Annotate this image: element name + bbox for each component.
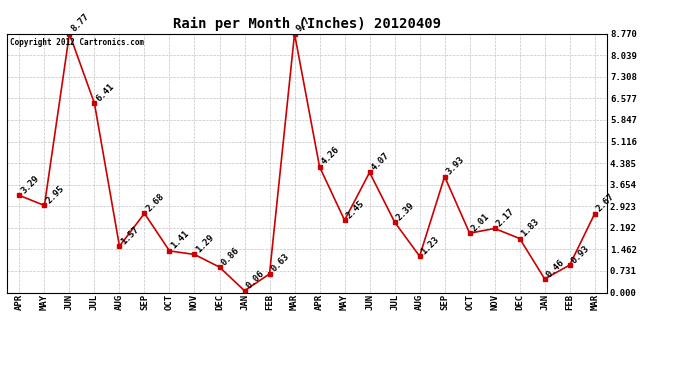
Text: 0.86: 0.86 xyxy=(219,246,241,267)
Text: 9.7: 9.7 xyxy=(295,16,313,34)
Text: 2.17: 2.17 xyxy=(495,207,516,228)
Text: 1.57: 1.57 xyxy=(119,225,141,246)
Text: 0.93: 0.93 xyxy=(570,243,591,265)
Text: 0.63: 0.63 xyxy=(270,252,291,274)
Text: 2.67: 2.67 xyxy=(595,192,616,214)
Text: 2.95: 2.95 xyxy=(44,184,66,206)
Text: 1.41: 1.41 xyxy=(170,230,191,251)
Title: Rain per Month (Inches) 20120409: Rain per Month (Inches) 20120409 xyxy=(173,17,441,31)
Text: 8.77: 8.77 xyxy=(70,12,91,34)
Text: 1.23: 1.23 xyxy=(420,235,441,256)
Text: 2.68: 2.68 xyxy=(144,192,166,213)
Text: 1.29: 1.29 xyxy=(195,233,216,255)
Text: 3.93: 3.93 xyxy=(444,155,466,177)
Text: 4.07: 4.07 xyxy=(370,151,391,172)
Text: 2.45: 2.45 xyxy=(344,199,366,220)
Text: Copyright 2012 Cartronics.com: Copyright 2012 Cartronics.com xyxy=(10,38,144,46)
Text: 2.01: 2.01 xyxy=(470,211,491,233)
Text: 0.06: 0.06 xyxy=(244,269,266,291)
Text: 3.29: 3.29 xyxy=(19,174,41,195)
Text: 4.26: 4.26 xyxy=(319,145,341,167)
Text: 1.83: 1.83 xyxy=(520,217,541,238)
Text: 0.46: 0.46 xyxy=(544,257,566,279)
Text: 6.41: 6.41 xyxy=(95,82,116,104)
Text: 2.39: 2.39 xyxy=(395,200,416,222)
